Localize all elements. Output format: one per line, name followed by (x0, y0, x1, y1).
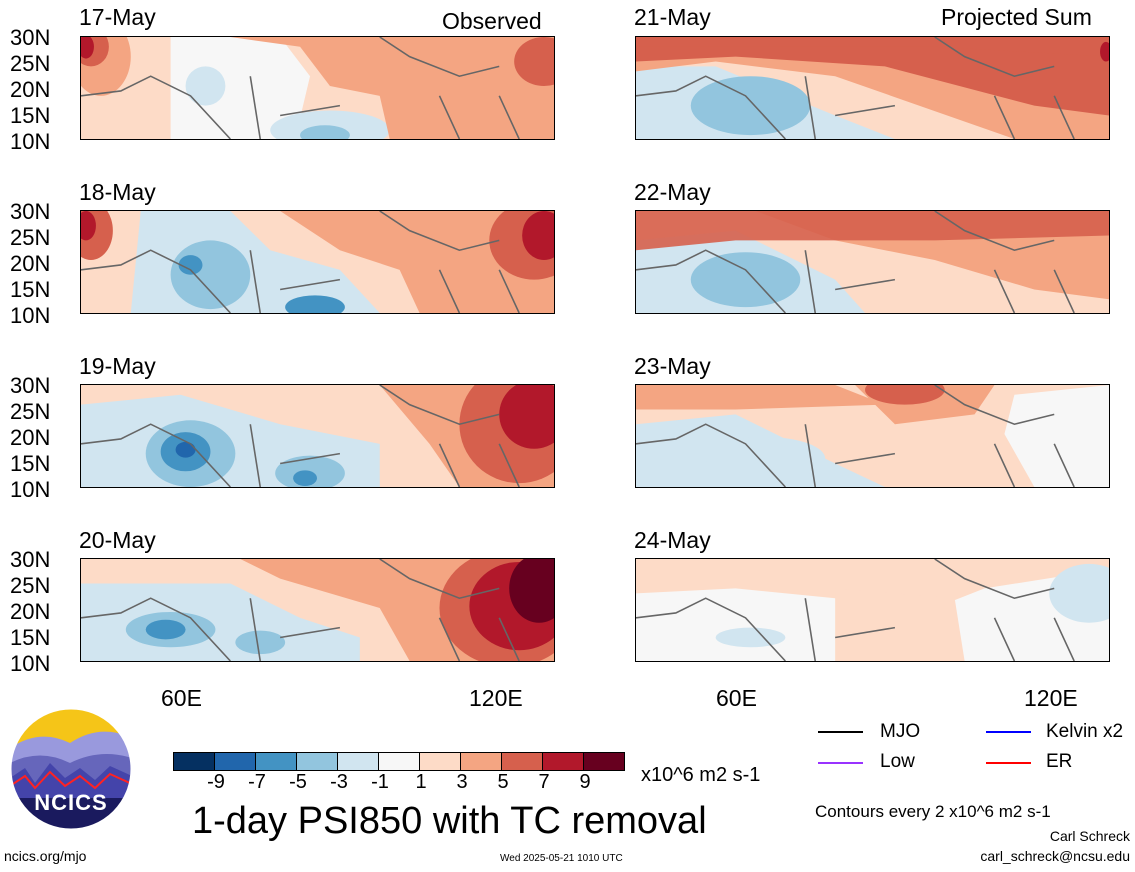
colorbar-label: -1 (371, 771, 389, 793)
colorbar-units: x10^6 m2 s-1 (641, 764, 761, 786)
projected-header: Projected Sum (941, 4, 1092, 30)
lat-label: 25N (10, 573, 51, 598)
legend-kelvin-line (986, 731, 1031, 733)
colorbar-label: 9 (579, 771, 591, 793)
colorbar-label: -3 (330, 771, 348, 793)
colorbar-swatch (583, 752, 625, 771)
map-panel-17-may (80, 36, 555, 140)
footer-author: Carl Schreck (1049, 828, 1130, 844)
lat-label: 20N (10, 251, 51, 276)
legend-er-line (986, 762, 1031, 764)
panel-date-3: 19-May (79, 353, 156, 379)
panel-date-5: 21-May (634, 4, 711, 30)
lon-label: 120E (469, 685, 523, 711)
colorbar-swatch (173, 752, 215, 771)
footer-timestamp: Wed 2025-05-21 1010 UTC (500, 853, 623, 864)
colorbar-swatch (378, 752, 420, 771)
lat-label: 25N (10, 225, 51, 250)
lat-label: 15N (10, 451, 51, 476)
footer-url: ncics.org/mjo (4, 848, 87, 864)
footer-email: carl_schreck@ncsu.edu (980, 848, 1130, 864)
colorbar-label: 1 (415, 771, 427, 793)
panel-date-1: 17-May (79, 4, 156, 30)
panel-date-4: 20-May (79, 527, 156, 553)
lat-label: 15N (10, 103, 51, 128)
colorbar-label: 3 (456, 771, 468, 793)
logo-text: NCICS (34, 790, 108, 815)
map-panel-24-may (635, 558, 1110, 662)
legend-low-line (818, 762, 863, 764)
lat-label: 10N (10, 303, 51, 328)
map-panel-20-may (80, 558, 555, 662)
lon-label: 60E (161, 685, 202, 711)
lat-label: 15N (10, 625, 51, 650)
colorbar-label: 5 (497, 771, 509, 793)
ncics-logo: NCICS (10, 708, 132, 830)
lat-label: 20N (10, 425, 51, 450)
legend-low-label: Low (880, 751, 915, 772)
lat-label: 20N (10, 77, 51, 102)
map-panel-23-may (635, 384, 1110, 488)
figure-title: 1-day PSI850 with TC removal (192, 800, 707, 842)
lat-label: 20N (10, 599, 51, 624)
map-panel-18-may (80, 210, 555, 314)
panel-date-7: 23-May (634, 353, 711, 379)
lat-label: 10N (10, 477, 51, 502)
colorbar-label: -9 (207, 771, 225, 793)
colorbar-swatch (501, 752, 543, 771)
lon-label: 60E (716, 685, 757, 711)
lat-label: 15N (10, 277, 51, 302)
colorbar-swatch (255, 752, 297, 771)
colorbar-label: -7 (248, 771, 266, 793)
colorbar-swatch (337, 752, 379, 771)
lat-label: 25N (10, 51, 51, 76)
colorbar-label: 7 (538, 771, 550, 793)
lat-label: 30N (10, 25, 51, 50)
legend-mjo-label: MJO (880, 721, 921, 742)
colorbar-swatch (542, 752, 584, 771)
panel-date-8: 24-May (634, 527, 711, 553)
lat-label: 30N (10, 373, 51, 398)
colorbar-swatch (296, 752, 338, 771)
lat-label: 25N (10, 399, 51, 424)
map-panel-22-may (635, 210, 1110, 314)
lon-label: 120E (1024, 685, 1078, 711)
map-panel-21-may (635, 36, 1110, 140)
colorbar-swatch (460, 752, 502, 771)
legend-er-label: ER (1046, 751, 1073, 772)
lat-label: 10N (10, 651, 51, 676)
colorbar-label: -5 (289, 771, 307, 793)
lat-label: 30N (10, 547, 51, 572)
panel-date-6: 22-May (634, 179, 711, 205)
lat-label: 10N (10, 129, 51, 154)
legend-kelvin-label: Kelvin x2 (1046, 721, 1124, 742)
legend-mjo-line (818, 731, 863, 733)
colorbar-swatch (419, 752, 461, 771)
contour-note: Contours every 2 x10^6 m2 s-1 (815, 802, 1051, 821)
observed-header: Observed (442, 8, 542, 34)
lat-label: 30N (10, 199, 51, 224)
colorbar-swatch (214, 752, 256, 771)
panel-date-2: 18-May (79, 179, 156, 205)
map-panel-19-may (80, 384, 555, 488)
